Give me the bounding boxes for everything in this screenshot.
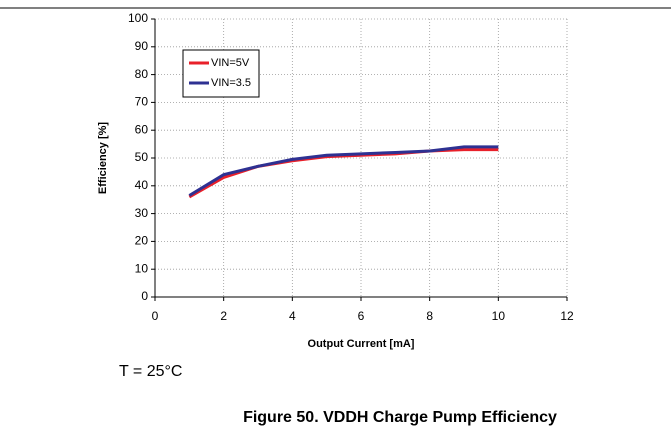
y-tick-label: 80 [135,67,149,81]
y-tick-label: 100 [128,11,148,25]
annotation: T = 25°C [119,363,182,380]
y-tick-label: 50 [135,150,149,164]
x-tick-label: 4 [289,309,296,323]
x-axis-label: Output Current [mA] [308,338,415,350]
y-tick-label: 0 [141,289,148,303]
caption: Figure 50. VDDH Charge Pump Efficiency [243,409,557,426]
y-tick-label: 20 [135,234,149,248]
legend-box [182,49,260,98]
legend-label: VIN=5V [211,57,250,69]
x-tick-label: 6 [358,309,365,323]
x-tick-label: 8 [426,309,433,323]
y-tick-label: 70 [135,95,149,109]
x-tick-label: 12 [560,309,574,323]
y-tick-label: 40 [135,178,149,192]
y-tick-label: 90 [135,39,149,53]
series-line [188,145,499,197]
y-axis-label: Efficiency [%] [97,122,109,194]
legend-label: VIN=3.5 [211,77,251,89]
y-tick-label: 60 [135,122,149,136]
x-tick-label: 10 [492,309,506,323]
x-tick-label: 0 [152,309,159,323]
x-tick-label: 2 [220,309,227,323]
y-tick-label: 30 [135,206,149,220]
y-tick-label: 10 [135,261,149,275]
